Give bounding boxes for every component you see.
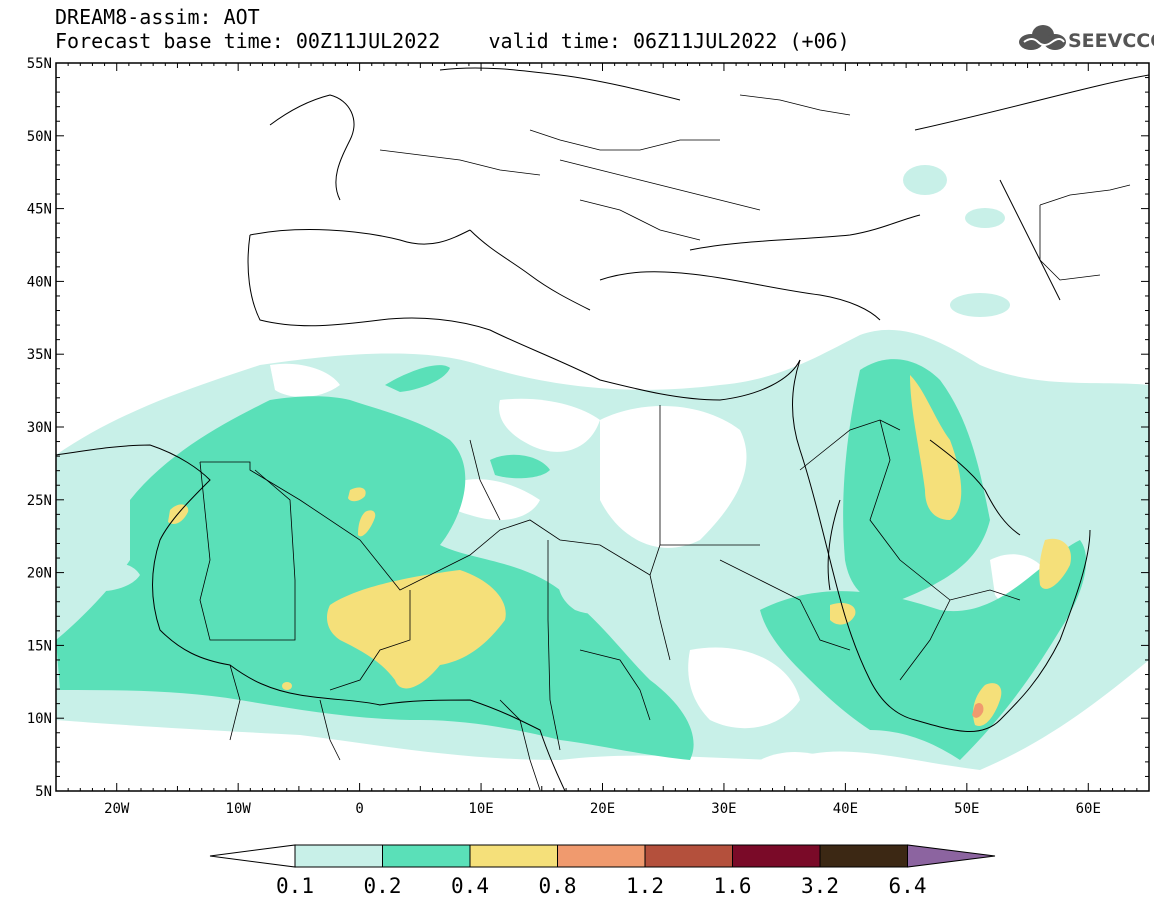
lon-label: 50E bbox=[954, 801, 979, 817]
colorbar-label: 0.4 bbox=[451, 874, 489, 898]
forecast-times: Forecast base time: 00Z11JUL2022 valid t… bbox=[55, 30, 850, 52]
aot-band-0.4 bbox=[168, 375, 1071, 726]
colorbar-box bbox=[732, 844, 821, 868]
colorbar-label: 0.1 bbox=[276, 874, 314, 898]
colorbar-box bbox=[557, 844, 646, 868]
lat-label: 40N bbox=[27, 274, 52, 290]
aot-band-0.2 bbox=[56, 359, 1087, 760]
map-title: DREAM8-assim: AOT bbox=[55, 5, 260, 29]
lat-label: 30N bbox=[27, 420, 52, 436]
lat-label: 55N bbox=[27, 56, 52, 72]
lat-label: 10N bbox=[27, 711, 52, 727]
lon-label: 10W bbox=[226, 801, 252, 817]
colorbar-box bbox=[294, 844, 383, 868]
aot-contours bbox=[56, 67, 1149, 791]
lon-label: 10E bbox=[468, 801, 493, 817]
lat-label: 25N bbox=[27, 493, 52, 509]
valid-time: valid time: 06Z11JUL2022 (+06) bbox=[488, 29, 850, 53]
colorbar-label: 1.2 bbox=[626, 874, 664, 898]
lon-label: 40E bbox=[833, 801, 858, 817]
cloud-icon bbox=[1019, 25, 1066, 50]
lat-label: 5N bbox=[35, 784, 52, 800]
lon-label: 0 bbox=[355, 801, 363, 817]
lon-label: 20W bbox=[104, 801, 130, 817]
logo-text: SEEVCCC bbox=[1068, 30, 1154, 52]
lon-label: 20E bbox=[590, 801, 615, 817]
lon-label: 30E bbox=[711, 801, 736, 817]
colorbar-label: 3.2 bbox=[801, 874, 839, 898]
latitude-labels: 5N 10N 15N 20N 25N 30N 35N 40N 45N 50N 55N bbox=[27, 56, 52, 800]
seevccc-logo: SEEVCCC bbox=[1018, 24, 1164, 58]
colorbar-box bbox=[382, 844, 471, 868]
colorbar-label: 1.6 bbox=[714, 874, 752, 898]
colorbar-label: 0.8 bbox=[539, 874, 577, 898]
aot-band-0.1-islands bbox=[80, 562, 640, 614]
lon-label: 60E bbox=[1076, 801, 1101, 817]
lat-label: 35N bbox=[27, 347, 52, 363]
colorbar-label: 6.4 bbox=[889, 874, 927, 898]
colorbar-arrow-high bbox=[907, 844, 996, 868]
lat-label: 45N bbox=[27, 202, 52, 218]
aot-band-0.8 bbox=[972, 702, 984, 718]
lat-label: 20N bbox=[27, 566, 52, 582]
colorbar-box bbox=[469, 844, 558, 868]
colorbar-box bbox=[819, 844, 908, 868]
colorbar-label: 0.2 bbox=[364, 874, 402, 898]
base-time: Forecast base time: 00Z11JUL2022 bbox=[55, 29, 441, 53]
borders bbox=[199, 94, 1131, 791]
colorbar-arrow-low bbox=[209, 844, 296, 868]
lat-label: 50N bbox=[27, 129, 52, 145]
coastlines bbox=[56, 67, 1149, 791]
axis-ticks bbox=[55, 62, 1150, 792]
colorbar-labels: 0.1 0.2 0.4 0.8 1.2 1.6 3.2 6.4 bbox=[276, 874, 926, 898]
colorbar bbox=[209, 844, 996, 868]
lat-label: 15N bbox=[27, 638, 52, 654]
colorbar-box bbox=[644, 844, 733, 868]
longitude-labels: 20W 10W 0 10E 20E 30E 40E 50E 60E bbox=[104, 801, 1101, 817]
